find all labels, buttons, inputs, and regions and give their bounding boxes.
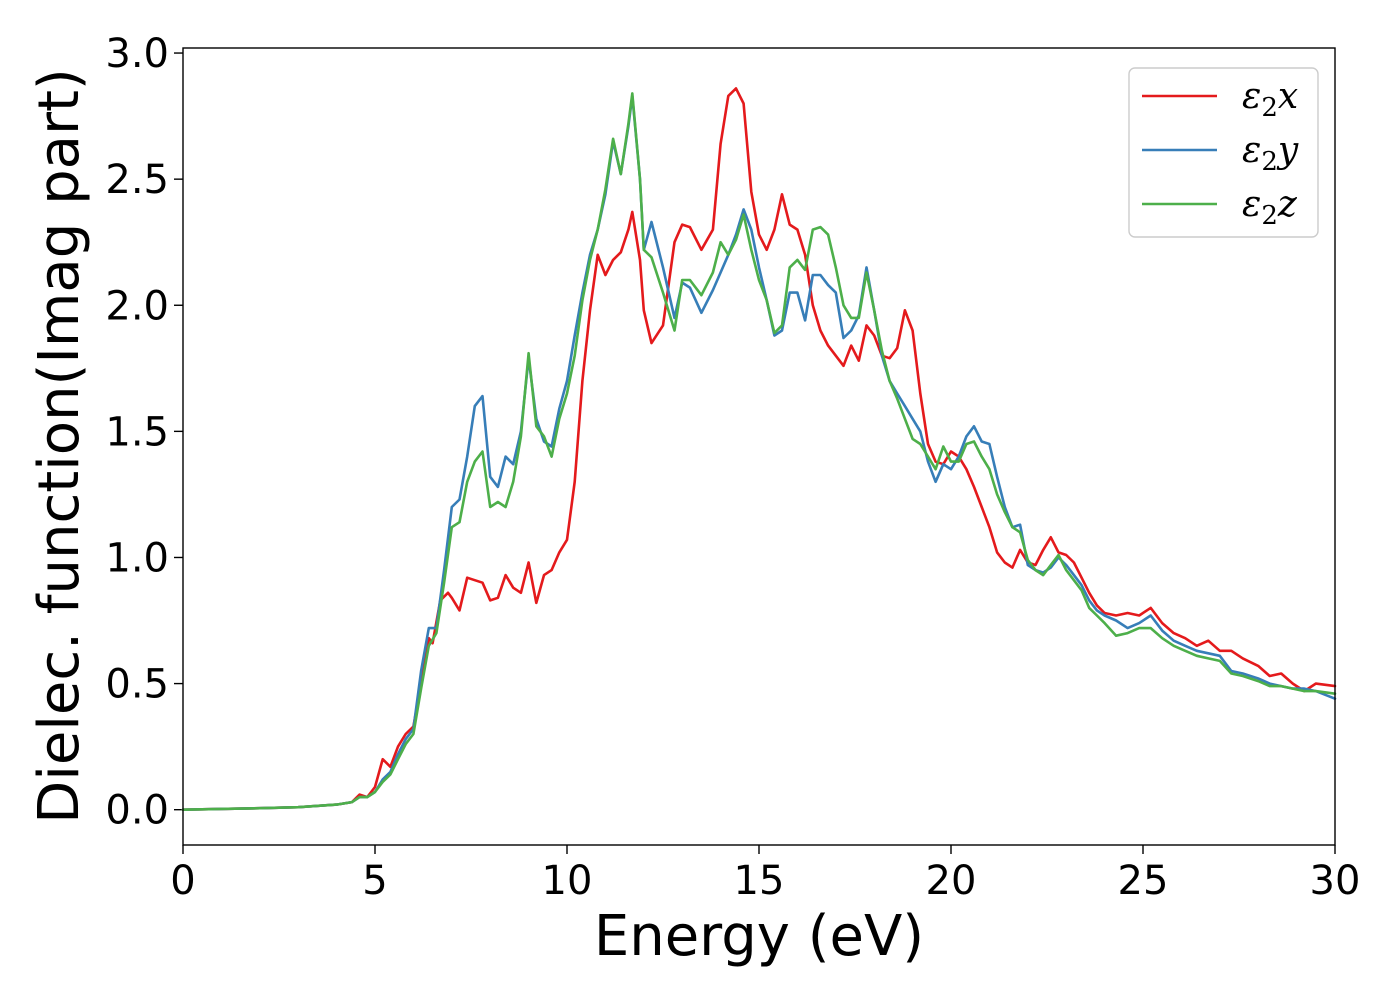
y-tick-label: 3.0 (105, 31, 169, 77)
x-axis-label: Energy (eV) (594, 904, 924, 969)
series-line-y (181, 94, 1337, 812)
y-axis-ticks: 0.0 0.5 1.0 1.5 2.0 2.5 3.0 (105, 31, 183, 834)
plot-frame (182, 47, 1336, 846)
x-axis-ticks: 0 5 10 15 20 25 30 (170, 845, 1360, 904)
legend-box (1128, 67, 1319, 238)
series-line-z (181, 92, 1337, 812)
x-tick-label: 30 (1310, 858, 1361, 904)
y-tick-label: 1.5 (105, 409, 169, 455)
y-tick-label: 2.0 (105, 283, 169, 329)
legend-label-y: ε2y (1242, 130, 1299, 177)
legend: ε2x ε2y ε2z (1128, 67, 1319, 238)
x-tick-label: 10 (542, 858, 593, 904)
y-tick-label: 2.5 (105, 157, 169, 203)
x-tick-label: 0 (170, 858, 195, 904)
x-tick-label: 20 (926, 858, 977, 904)
x-tick-label: 5 (362, 858, 387, 904)
x-tick-label: 25 (1118, 858, 1169, 904)
y-tick-label: 0.5 (105, 662, 169, 708)
legend-label-z: ε2z (1242, 184, 1298, 231)
y-axis-label: Dielec. function(Imag part) (27, 68, 92, 824)
y-tick-label: 1.0 (105, 535, 169, 581)
x-tick-label: 15 (734, 858, 785, 904)
series-line-x (181, 87, 1337, 812)
series-layer (181, 87, 1337, 812)
legend-label-x: ε2x (1242, 76, 1298, 123)
y-tick-label: 0.0 (105, 788, 169, 834)
